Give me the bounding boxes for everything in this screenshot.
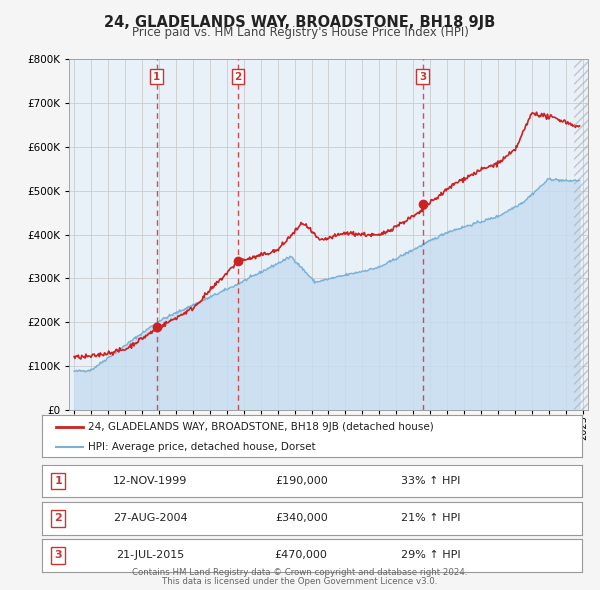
Text: £470,000: £470,000 <box>275 550 328 560</box>
Text: £340,000: £340,000 <box>275 513 328 523</box>
Text: Price paid vs. HM Land Registry's House Price Index (HPI): Price paid vs. HM Land Registry's House … <box>131 26 469 39</box>
Text: 1: 1 <box>55 476 62 486</box>
Text: 3: 3 <box>419 71 426 81</box>
Text: 12-NOV-1999: 12-NOV-1999 <box>113 476 187 486</box>
Text: 1: 1 <box>153 71 160 81</box>
Text: 33% ↑ HPI: 33% ↑ HPI <box>401 476 460 486</box>
Bar <box>574 59 588 410</box>
Text: £190,000: £190,000 <box>275 476 328 486</box>
Text: Contains HM Land Registry data © Crown copyright and database right 2024.: Contains HM Land Registry data © Crown c… <box>132 568 468 577</box>
Text: 24, GLADELANDS WAY, BROADSTONE, BH18 9JB: 24, GLADELANDS WAY, BROADSTONE, BH18 9JB <box>104 15 496 30</box>
Text: 27-AUG-2004: 27-AUG-2004 <box>113 513 187 523</box>
Text: This data is licensed under the Open Government Licence v3.0.: This data is licensed under the Open Gov… <box>163 578 437 586</box>
Text: 3: 3 <box>55 550 62 560</box>
Text: 21-JUL-2015: 21-JUL-2015 <box>116 550 184 560</box>
Text: 24, GLADELANDS WAY, BROADSTONE, BH18 9JB (detached house): 24, GLADELANDS WAY, BROADSTONE, BH18 9JB… <box>88 422 434 432</box>
Text: 29% ↑ HPI: 29% ↑ HPI <box>401 550 461 560</box>
Text: 2: 2 <box>55 513 62 523</box>
Text: 2: 2 <box>234 71 241 81</box>
Text: HPI: Average price, detached house, Dorset: HPI: Average price, detached house, Dors… <box>88 442 316 451</box>
Text: 21% ↑ HPI: 21% ↑ HPI <box>401 513 461 523</box>
